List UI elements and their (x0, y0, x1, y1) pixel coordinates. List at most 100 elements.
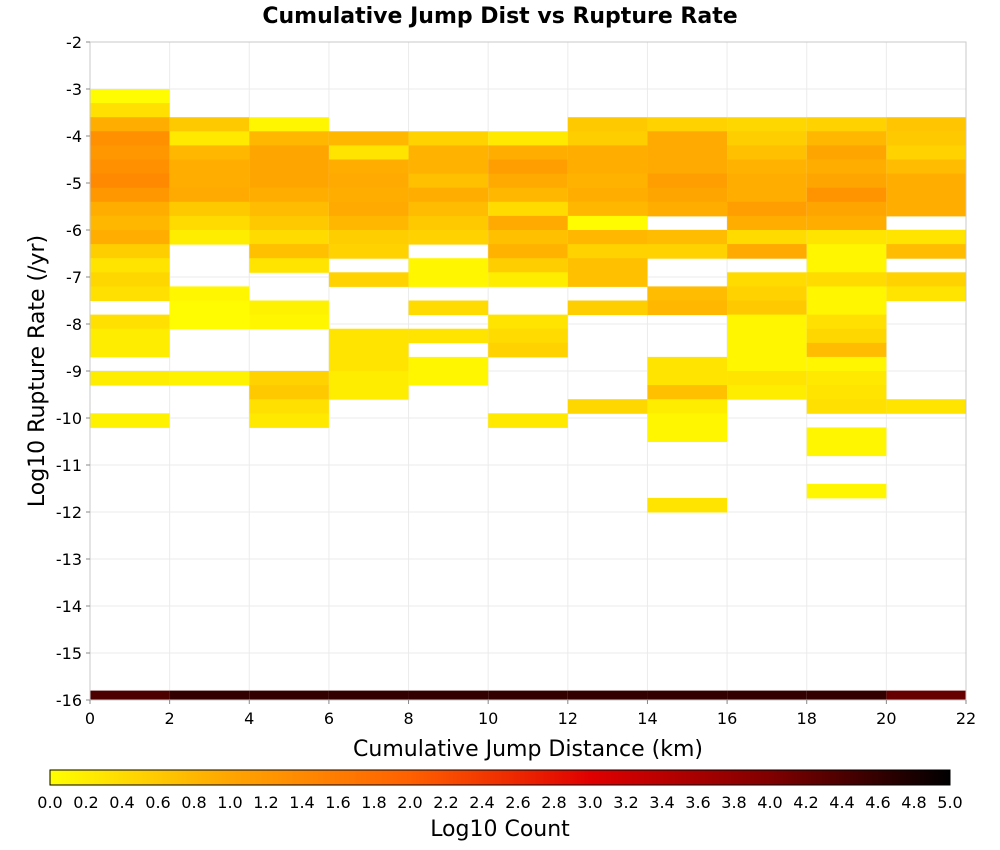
heatmap-cell (408, 328, 489, 344)
heatmap-cell (806, 258, 887, 273)
heatmap-cell (806, 441, 887, 457)
heatmap-cell (408, 300, 489, 316)
heatmap-cell (249, 145, 329, 160)
heatmap-cell (488, 215, 568, 231)
heatmap-cell (567, 300, 648, 316)
heatmap-cell (328, 215, 409, 231)
heatmap-cell (249, 173, 329, 189)
heatmap-cell (567, 117, 648, 132)
heatmap-cell (90, 342, 170, 358)
heatmap-cell (886, 173, 966, 189)
colorbar-tick-label: 4.6 (865, 793, 890, 812)
heatmap-cell (249, 230, 329, 245)
heatmap-cell (249, 187, 329, 203)
heatmap-cell (886, 145, 966, 160)
heatmap-cell (488, 201, 568, 217)
heatmap-cell (328, 173, 409, 189)
heatmap-cell (90, 244, 170, 259)
heatmap-cell (488, 230, 568, 245)
heatmap-cell (328, 371, 409, 386)
x-tick-label: 8 (403, 709, 413, 728)
heatmap-cell (328, 356, 409, 372)
heatmap-cell (647, 427, 728, 442)
y-axis-label: Log10 Rupture Rate (/yr) (25, 235, 50, 507)
heatmap-cell (249, 159, 329, 175)
heatmap-cell (408, 131, 489, 146)
heatmap-cell (408, 215, 489, 231)
x-tick-label: 0 (85, 709, 95, 728)
heatmap-cell (727, 385, 807, 400)
colorbar-tick-label: 2.6 (505, 793, 530, 812)
colorbar-ticks: 0.0 0.2 0.4 0.6 0.8 1.0 1.2 1.4 1.6 1.8 2.0 2.2 2.4 2… (37, 793, 962, 812)
heatmap-cell (488, 159, 568, 175)
heatmap-cell (169, 117, 250, 132)
heatmap-cell (249, 258, 329, 273)
heatmap-cell (886, 159, 966, 175)
heatmap-cell (727, 230, 807, 245)
heatmap-cell (727, 272, 807, 287)
heatmap-cell (249, 117, 329, 132)
heatmap-cell (169, 131, 250, 146)
heatmap-cell (408, 173, 489, 189)
y-tick-label: -11 (56, 456, 82, 475)
heatmap-cell (806, 131, 887, 146)
heatmap-cell (90, 314, 170, 330)
y-tick-label: -9 (66, 362, 82, 381)
heatmap-cell (567, 145, 648, 160)
heatmap-cell (647, 356, 728, 372)
heatmap-cell (806, 328, 887, 344)
heatmap-cell (169, 215, 250, 231)
heatmap-cell (647, 497, 728, 513)
heatmap-cell (90, 230, 170, 245)
heatmap-cell (408, 201, 489, 217)
heatmap-cell (806, 371, 887, 386)
heatmap-cell (90, 173, 170, 189)
heatmap-cell (408, 159, 489, 175)
colorbar-tick-label: 3.0 (577, 793, 602, 812)
heatmap-cells (90, 89, 966, 700)
heatmap-cell-floor (328, 690, 409, 700)
heatmap-cell-floor (886, 690, 966, 700)
heatmap-cell (727, 300, 807, 316)
y-tick-label: -10 (56, 409, 82, 428)
y-tick-label: -2 (66, 33, 82, 52)
heatmap-cell (328, 201, 409, 217)
heatmap-cell (90, 103, 170, 118)
heatmap-cell (567, 131, 648, 146)
heatmap-cell (806, 300, 887, 316)
colorbar-tick-label: 1.2 (253, 793, 278, 812)
heatmap-cell (328, 328, 409, 344)
heatmap-cell (727, 286, 807, 301)
heatmap-cell (90, 117, 170, 132)
heatmap-cell (90, 187, 170, 203)
heatmap-cell (806, 117, 887, 132)
colorbar-tick-label: 0.8 (181, 793, 206, 812)
heatmap-cell (328, 131, 409, 146)
heatmap-cell (488, 173, 568, 189)
heatmap-cell (169, 230, 250, 245)
heatmap-cell (727, 131, 807, 146)
heatmap-cell (567, 159, 648, 175)
heatmap-cell (90, 258, 170, 273)
heatmap-cell (169, 286, 250, 301)
heatmap-cell (886, 201, 966, 217)
y-tick-label: -6 (66, 221, 82, 240)
colorbar-tick-label: 4.4 (829, 793, 854, 812)
heatmap-cell (90, 201, 170, 217)
colorbar-tick-label: 3.8 (721, 793, 746, 812)
x-tick-label: 6 (324, 709, 334, 728)
heatmap-cell (727, 187, 807, 203)
heatmap-cell (408, 371, 489, 386)
x-tick-label: 20 (876, 709, 896, 728)
heatmap-cell (647, 201, 728, 217)
colorbar-tick-label: 1.6 (325, 793, 350, 812)
x-tick-label: 10 (478, 709, 498, 728)
heatmap-cell (249, 244, 329, 259)
heatmap-cell (727, 173, 807, 189)
heatmap-cell (806, 159, 887, 175)
heatmap-cell (488, 328, 568, 344)
heatmap-cell (488, 145, 568, 160)
heatmap-cell (806, 230, 887, 245)
colorbar-tick-label: 1.0 (217, 793, 242, 812)
